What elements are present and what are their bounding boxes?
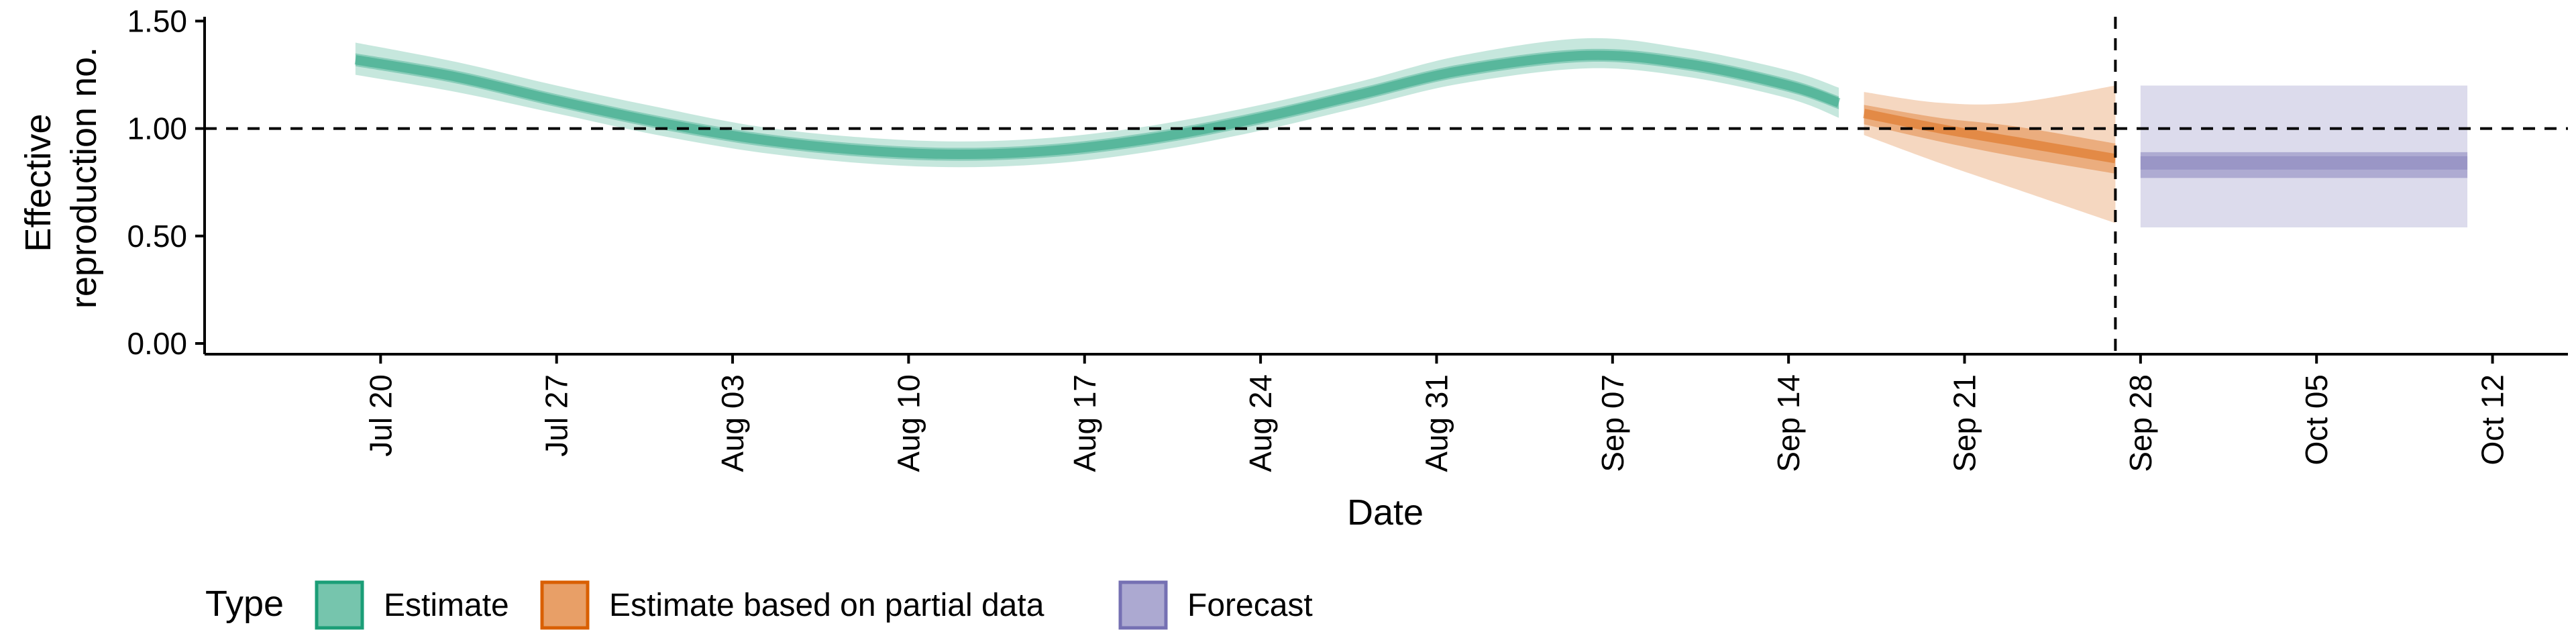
legend-item-forecast: Forecast [1118,580,1313,630]
plot-area [205,17,2568,354]
x-tick-label: Aug 31 [1419,374,1454,472]
legend-label-forecast: Forecast [1187,588,1313,623]
forecast-band-90 [2140,85,2468,227]
legend-swatch-forecast [1118,580,1168,630]
estimate-band-50 [355,48,1839,161]
x-tick-label: Aug 10 [891,374,926,472]
x-tick-label: Oct 12 [2475,374,2510,466]
legend-title: Type [205,584,284,624]
x-tick-label: Sep 14 [1771,374,1806,472]
forecast-band-50 [2140,152,2468,178]
estimate-band-90 [355,38,1839,168]
legend-item-estimate: Estimate [315,580,509,630]
legend: Type Estimate Estimate based on partial … [205,580,1313,630]
x-axis-title: Date [1347,492,1424,533]
x-axis: Jul 20 Jul 27 Aug 03 Aug 10 Aug 17 Aug 24 Aug … [205,353,2568,472]
x-tick-label: Jul 20 [363,374,398,457]
x-tick-label: Aug 17 [1067,374,1102,472]
y-tick-label: 1.50 [127,3,187,38]
y-axis-title-line-2: reproduction no. [64,47,104,309]
legend-label-estimate: Estimate [384,588,509,623]
legend-label-partial: Estimate based on partial data [609,588,1044,623]
y-tick-label: 0.50 [127,219,187,254]
series-estimate [354,38,1841,168]
legend-swatch-estimate [315,580,364,630]
series-estimate-based-on-partial-data [1863,85,2116,223]
estimate-based-on-partial-data-band-50 [1864,105,2116,174]
x-tick-label: Sep 28 [2123,374,2158,472]
y-axis: 0.00 0.50 1.00 1.50 [127,3,206,361]
y-axis-title: Effective reproduction no. [18,47,104,309]
x-tick-label: Aug 03 [715,374,750,472]
legend-item-partial: Estimate based on partial data [540,580,1044,630]
legend-swatch-partial [540,580,590,630]
y-axis-title-line-1: Effective [18,113,58,252]
x-tick-label: Aug 24 [1243,374,1278,472]
x-tick-label: Jul 27 [539,374,574,457]
estimate-based-on-partial-data-band-90 [1864,85,2116,223]
x-tick-label: Oct 05 [2299,374,2334,466]
forecast-median-band [2140,156,2468,170]
estimate-based-on-partial-data-median-line [1863,109,2116,164]
estimate-median-line [354,50,1841,160]
y-tick-label: 1.00 [127,111,187,146]
y-tick-label: 0.00 [127,326,187,361]
x-tick-label: Sep 07 [1595,374,1630,472]
series-forecast [2140,85,2468,227]
x-tick-label: Sep 21 [1947,374,1982,472]
